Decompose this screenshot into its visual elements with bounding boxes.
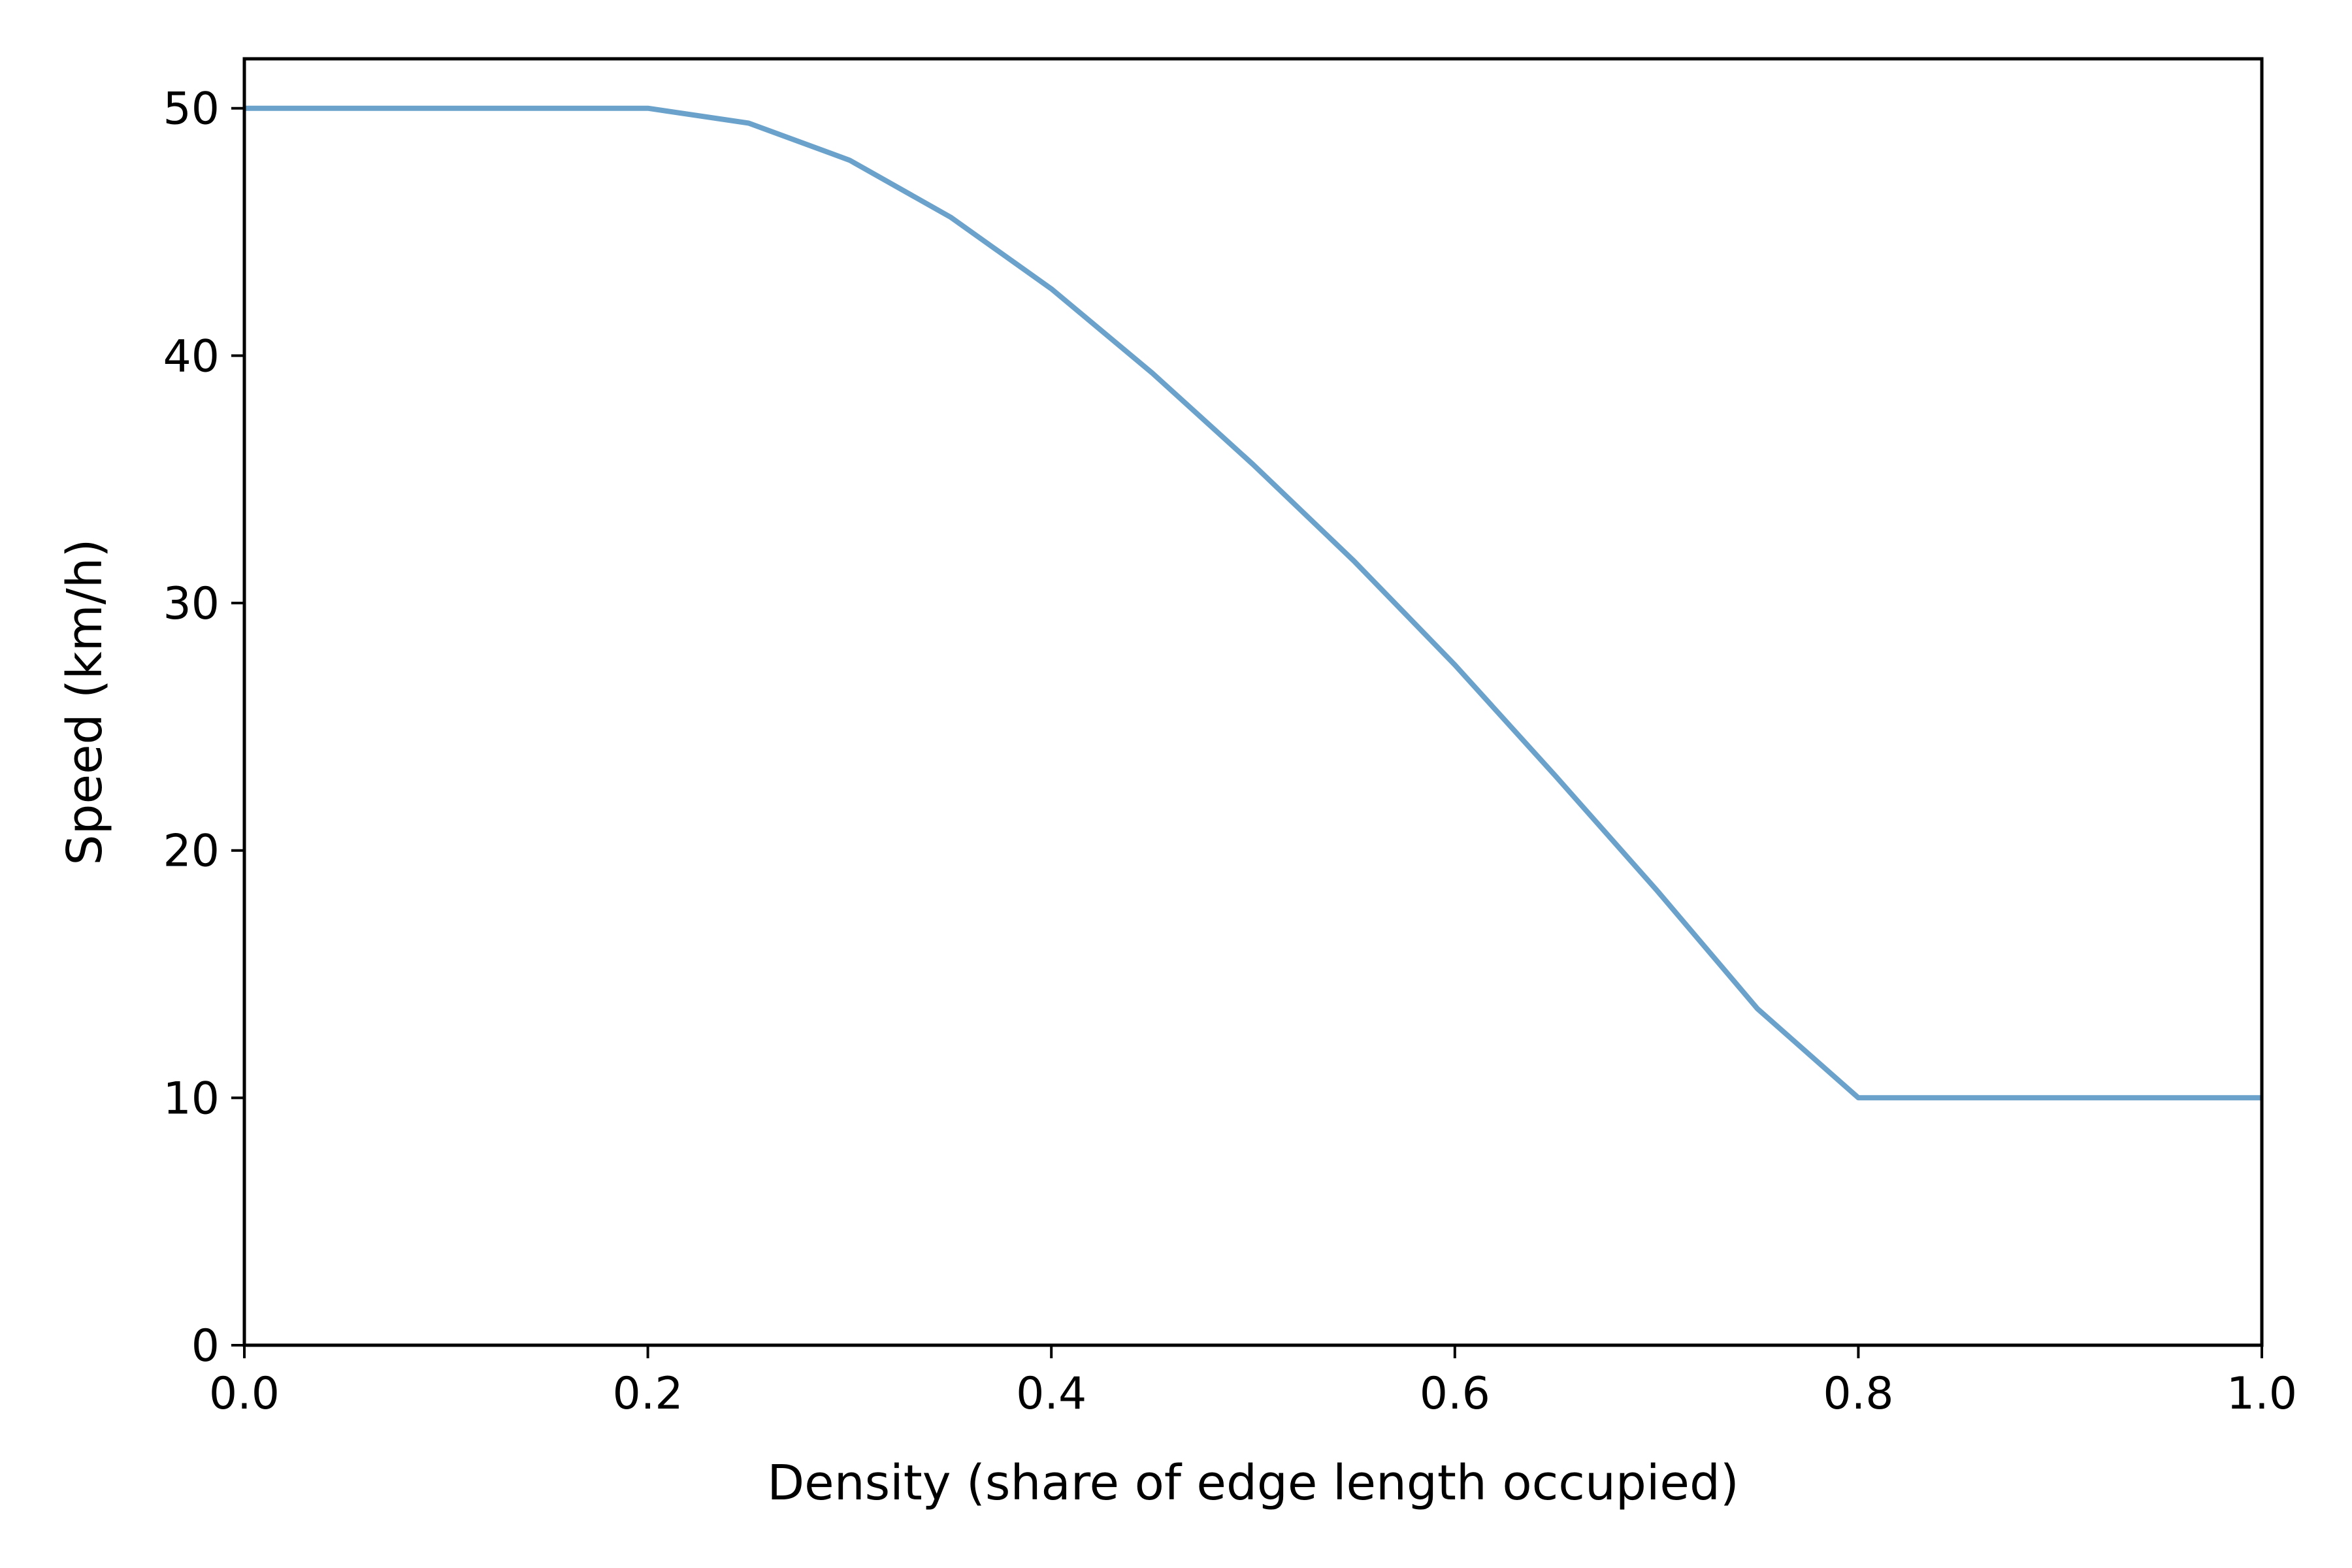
x-tick-label: 0.0 [209, 1368, 280, 1420]
x-tick-label: 0.2 [613, 1368, 683, 1420]
y-tick-label: 20 [163, 826, 220, 877]
x-axis-label: Density (share of edge length occupied) [767, 1455, 1739, 1511]
y-axis-label: Speed (km/h) [57, 538, 113, 865]
x-tick-label: 1.0 [2227, 1368, 2297, 1420]
y-tick-label: 0 [191, 1320, 220, 1372]
x-axis-ticks: 0.0 0.2 0.4 0.6 0.8 1.0 [209, 1345, 2297, 1420]
series-line-0 [244, 105, 2262, 1101]
y-tick-label: 10 [163, 1073, 220, 1124]
plot-frame [242, 57, 2264, 1347]
x-tick-label: 0.4 [1016, 1368, 1086, 1420]
x-tick-label: 0.6 [1420, 1368, 1490, 1420]
series-layer [244, 105, 2262, 1101]
y-tick-label: 30 [163, 578, 220, 630]
y-axis-ticks: 0 10 20 30 40 50 [163, 84, 244, 1372]
x-tick-label: 0.8 [1823, 1368, 1893, 1420]
y-tick-label: 40 [163, 331, 220, 382]
y-tick-label: 50 [163, 84, 220, 135]
